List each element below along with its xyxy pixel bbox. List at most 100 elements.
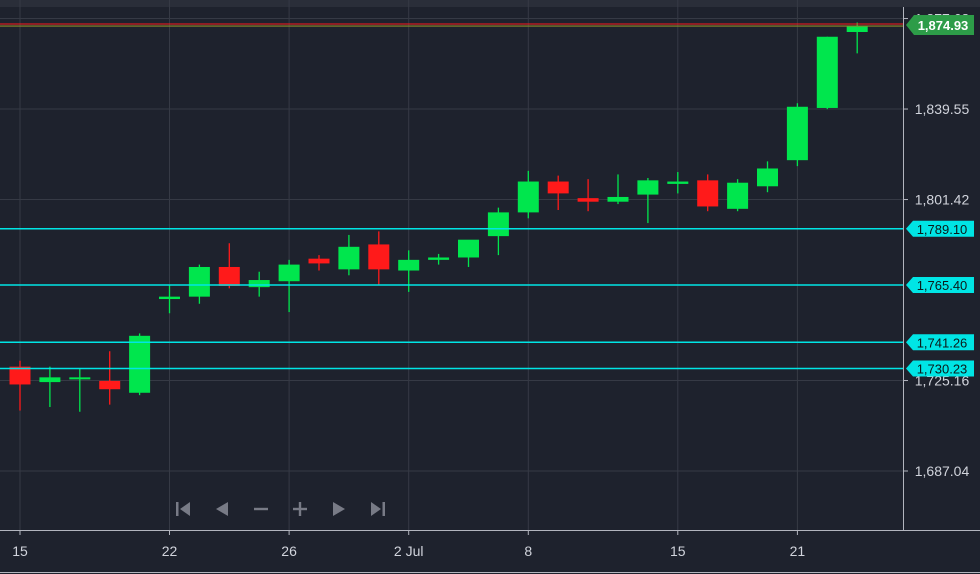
time-tick-label: 21 xyxy=(790,543,806,559)
candle xyxy=(278,259,300,313)
candle-body xyxy=(577,198,599,202)
price-tick-label: 1,801.42 xyxy=(915,192,970,208)
current-price-tag: 1,874.93 xyxy=(906,15,974,36)
level-tag[interactable]: 1,730.23 xyxy=(906,360,974,377)
time-tick-label: 22 xyxy=(162,543,178,559)
candle xyxy=(697,174,719,212)
candle xyxy=(786,103,808,167)
candle-body xyxy=(39,377,61,383)
candle-body xyxy=(667,181,689,184)
level-tag-bg xyxy=(906,360,974,377)
level-tag-bg xyxy=(906,220,974,237)
candle xyxy=(188,264,210,304)
level-tag-bg xyxy=(906,334,974,351)
zoom-in-button[interactable] xyxy=(288,497,312,521)
plus-icon xyxy=(293,502,307,516)
scroll-left-button[interactable] xyxy=(210,497,234,521)
candle-body xyxy=(218,266,240,286)
candle-body xyxy=(9,366,31,385)
candle-body xyxy=(159,296,180,300)
skip-back-icon xyxy=(176,502,190,516)
candle-body xyxy=(846,26,868,33)
arrow-left-icon xyxy=(216,502,228,516)
candle xyxy=(547,175,569,211)
candle-body xyxy=(607,196,629,202)
candle-body xyxy=(278,264,300,282)
candle xyxy=(487,207,509,256)
candle xyxy=(159,284,180,314)
price-tick-label: 1,725.16 xyxy=(915,373,970,389)
candle xyxy=(368,231,390,285)
candle-body xyxy=(547,181,569,194)
candle-body xyxy=(129,335,151,393)
time-tick-label: 26 xyxy=(281,543,297,559)
scroll-to-start-button[interactable] xyxy=(171,497,195,521)
candle xyxy=(637,177,659,224)
level-tag-label: 1,765.40 xyxy=(917,278,968,293)
candle-body xyxy=(816,36,838,108)
candle-body xyxy=(517,181,539,213)
minus-icon xyxy=(254,507,268,511)
level-tag-label: 1,789.10 xyxy=(917,222,968,237)
level-tag-bg xyxy=(906,277,974,294)
candle xyxy=(727,179,749,212)
candle-body xyxy=(757,168,778,187)
candle xyxy=(248,271,270,297)
current-price-tag-bg xyxy=(906,15,974,36)
level-tag-label: 1,741.26 xyxy=(917,335,968,350)
axes: 1,687.041,725.161,801.421,839.551,877.68… xyxy=(0,7,980,574)
candle xyxy=(99,351,121,405)
price-tick-label: 1,687.04 xyxy=(915,463,970,479)
candle xyxy=(757,161,778,193)
time-tick-label: 8 xyxy=(524,543,532,559)
candle xyxy=(69,369,91,412)
time-tick-label: 15 xyxy=(670,543,686,559)
level-tag-label: 1,730.23 xyxy=(917,361,968,376)
candle xyxy=(338,234,360,276)
time-tick-label: 15 xyxy=(12,543,28,559)
candle-body xyxy=(697,180,719,207)
arrow-right-icon xyxy=(333,502,345,516)
time-axis-bg xyxy=(0,530,980,574)
horizontal-levels[interactable] xyxy=(0,228,903,370)
candle-body xyxy=(308,258,330,264)
grid xyxy=(0,0,980,530)
candle-body xyxy=(487,212,509,237)
candle-body xyxy=(69,377,91,380)
candle xyxy=(129,333,151,396)
candle xyxy=(428,253,450,265)
candle xyxy=(458,239,479,267)
time-tick-label: 2 Jul xyxy=(394,543,424,559)
price-line xyxy=(0,23,903,27)
candle-body xyxy=(786,106,808,161)
candle-body xyxy=(368,244,390,270)
candle-body xyxy=(99,380,121,390)
candle-body xyxy=(727,182,749,209)
scroll-right-button[interactable] xyxy=(327,497,351,521)
level-tag[interactable]: 1,789.10 xyxy=(906,220,974,237)
top-border xyxy=(0,0,980,7)
candle-body xyxy=(637,180,659,195)
candle xyxy=(577,179,599,212)
zoom-out-button[interactable] xyxy=(249,497,273,521)
candle-body xyxy=(188,266,210,297)
candle-body xyxy=(338,246,360,270)
candle-body xyxy=(248,280,270,288)
level-tag[interactable]: 1,765.40 xyxy=(906,277,974,294)
candle-body xyxy=(428,257,450,260)
candle xyxy=(846,22,868,54)
candle-body xyxy=(458,239,479,258)
candle xyxy=(816,36,838,110)
current-price-label: 1,874.93 xyxy=(918,18,969,33)
skip-forward-icon xyxy=(371,502,385,516)
scroll-to-end-button[interactable] xyxy=(366,497,390,521)
candle xyxy=(607,174,629,205)
level-tag[interactable]: 1,741.26 xyxy=(906,334,974,351)
candle xyxy=(667,172,689,194)
price-tick-label: 1,839.55 xyxy=(915,101,970,117)
candle xyxy=(39,366,61,408)
price-axis-bg xyxy=(903,7,980,530)
navigation-buttons[interactable] xyxy=(171,497,390,521)
